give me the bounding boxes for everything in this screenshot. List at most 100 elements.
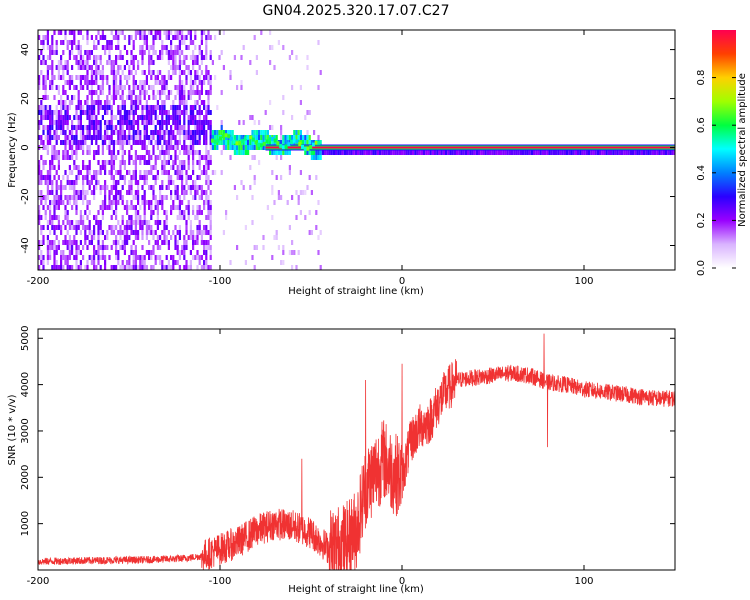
- spectrogram-cell: [51, 70, 54, 75]
- spectrogram-cell: [108, 135, 111, 140]
- spectrogram-cell: [66, 70, 69, 75]
- spectrogram-cell: [200, 230, 203, 235]
- spectrogram-cell: [601, 150, 604, 155]
- spectrogram-cell: [42, 195, 45, 200]
- spectrogram-cell: [55, 150, 58, 155]
- spectrogram-cell: [71, 80, 74, 85]
- spectrogram-cell: [121, 135, 124, 140]
- spectrogram-cell: [99, 130, 102, 135]
- spectrogram-cell: [152, 145, 155, 150]
- spectrogram-cell: [282, 250, 285, 255]
- spectrogram-cell: [139, 225, 142, 230]
- spectrogram-cell: [187, 125, 190, 130]
- spectrogram-cell: [262, 245, 265, 250]
- spectrogram-cell: [209, 55, 212, 60]
- spectrogram-cell: [189, 135, 192, 140]
- spectrogram-cell: [288, 225, 291, 230]
- spectrogram-cell: [51, 125, 54, 130]
- spectrogram-cell: [143, 140, 146, 145]
- spectrogram-cell: [112, 155, 115, 160]
- spectrogram-cell: [64, 145, 67, 150]
- spectrogram-cell: [150, 185, 153, 190]
- spectrogram-cell: [60, 225, 63, 230]
- spectrogram-cell: [302, 140, 305, 145]
- spectrogram-cell: [38, 35, 41, 40]
- spectrogram-cell: [115, 130, 118, 135]
- spectrogram-cell: [165, 195, 168, 200]
- spectrogram-cell: [282, 260, 285, 265]
- spectrogram-cell: [170, 65, 173, 70]
- spectrogram-cell: [251, 140, 254, 145]
- spectrogram-cell: [176, 170, 179, 175]
- spectrogram-cell: [121, 150, 124, 155]
- spectrogram-cell: [200, 100, 203, 105]
- spectrogram-cell: [174, 125, 177, 130]
- spectrogram-cell: [183, 85, 186, 90]
- spectrogram-cell: [64, 260, 67, 265]
- spectrogram-cell: [200, 170, 203, 175]
- spectrogram-cell: [181, 145, 184, 150]
- spectrogram-cell: [170, 130, 173, 135]
- spectrogram-cell: [291, 50, 294, 55]
- spectrogram-cell: [68, 245, 71, 250]
- spectrogram-cell: [108, 85, 111, 90]
- spectrogram-cell: [119, 195, 122, 200]
- spectrogram-cell: [132, 265, 135, 270]
- spectrogram-cell: [150, 200, 153, 205]
- spectrogram-cell: [161, 195, 164, 200]
- spectrogram-cell: [97, 130, 100, 135]
- spectrogram-cell: [214, 145, 217, 150]
- snr-x-axis-label: Height of straight line (km): [288, 584, 424, 595]
- spectrogram-cell: [145, 90, 148, 95]
- spectrogram-cell: [73, 135, 76, 140]
- spectrogram-cell: [117, 150, 120, 155]
- spectrogram-cell: [229, 75, 232, 80]
- spectrogram-cell: [139, 205, 142, 210]
- spectrogram-cell: [57, 30, 60, 35]
- spectrogram-cell: [112, 265, 115, 270]
- spectrogram-cell: [145, 80, 148, 85]
- spectrogram-cell: [196, 215, 199, 220]
- spectrogram-cell: [86, 175, 89, 180]
- spectrogram-cell: [99, 75, 102, 80]
- spectrogram-cell: [128, 170, 131, 175]
- spectrogram-cell: [214, 170, 217, 175]
- spectrogram-cell: [46, 205, 49, 210]
- spectrogram-cell: [60, 230, 63, 235]
- spectrogram-cell: [187, 160, 190, 165]
- spectrogram-cell: [139, 130, 142, 135]
- spectrogram-cell: [145, 170, 148, 175]
- spectrogram-cell: [40, 230, 43, 235]
- spectrogram-cell: [165, 215, 168, 220]
- spectrogram-cell: [79, 265, 82, 270]
- spectrogram-cell: [38, 165, 41, 170]
- spectrogram-cell: [291, 240, 294, 245]
- spectrogram-cell: [192, 195, 195, 200]
- spectrogram-cell: [154, 220, 157, 225]
- spectrogram-cell: [200, 110, 203, 115]
- spectrogram-cell: [159, 195, 162, 200]
- spectrogram-cell: [165, 150, 168, 155]
- spectrogram-cell: [209, 205, 212, 210]
- spectrogram-cell: [145, 40, 148, 45]
- spectrogram-cell: [55, 250, 58, 255]
- spectrogram-cell: [172, 70, 175, 75]
- spectrogram-cell: [101, 65, 104, 70]
- spectrogram-cell: [123, 165, 126, 170]
- spectrogram-cell: [172, 265, 175, 270]
- spectrogram-cell: [209, 35, 212, 40]
- spectrogram-cell: [86, 235, 89, 240]
- spectrogram-cell: [108, 45, 111, 50]
- spectrogram-cell: [134, 100, 137, 105]
- spectrogram-cell: [205, 200, 208, 205]
- spectrogram-cell: [207, 80, 210, 85]
- spectrogram-cell: [143, 215, 146, 220]
- spectrogram-cell: [121, 240, 124, 245]
- spectrogram-cell: [106, 40, 109, 45]
- spectrogram-cell: [203, 125, 206, 130]
- spectrogram-cell: [137, 65, 140, 70]
- spectrogram-cell: [106, 110, 109, 115]
- spectrogram-cell: [209, 110, 212, 115]
- spectrogram-cell: [97, 40, 100, 45]
- spectrogram-cell: [86, 125, 89, 130]
